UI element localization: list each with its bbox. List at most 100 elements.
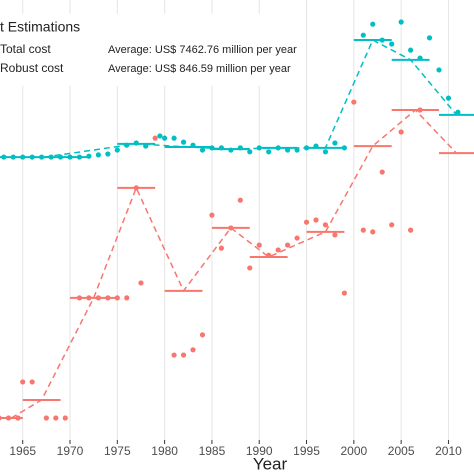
point <box>379 37 385 43</box>
point <box>86 153 92 159</box>
point <box>62 415 68 421</box>
point <box>408 47 414 53</box>
point <box>218 145 224 151</box>
point <box>455 109 461 115</box>
point <box>76 295 83 301</box>
point <box>341 290 347 296</box>
point <box>15 415 21 421</box>
point <box>209 212 215 218</box>
point <box>199 147 206 153</box>
x-tick-label: 2000 <box>340 444 367 458</box>
point <box>360 32 366 38</box>
point <box>228 147 234 153</box>
point <box>237 197 243 203</box>
point <box>138 280 144 286</box>
point <box>303 219 310 225</box>
point <box>322 222 329 228</box>
point <box>180 139 187 145</box>
marks <box>0 19 474 421</box>
x-tick-label: 1975 <box>104 444 131 458</box>
point <box>20 154 26 160</box>
point <box>322 149 329 155</box>
point <box>95 295 101 301</box>
point <box>162 135 168 141</box>
point <box>417 107 423 113</box>
x-tick-label: 2010 <box>435 444 462 458</box>
point <box>285 147 291 153</box>
point <box>275 145 281 151</box>
point <box>133 140 139 146</box>
point <box>398 129 404 135</box>
point <box>275 247 281 253</box>
point <box>29 379 35 385</box>
point <box>124 295 130 301</box>
legend-box <box>0 14 300 86</box>
point <box>124 142 130 148</box>
point <box>10 154 16 160</box>
point <box>95 152 101 158</box>
point <box>285 242 291 248</box>
point <box>389 41 395 47</box>
point <box>199 332 206 338</box>
legend-label: Total cost <box>0 42 51 56</box>
point <box>389 222 395 228</box>
point <box>114 295 120 301</box>
point <box>247 265 253 271</box>
point <box>313 143 319 149</box>
point <box>332 140 338 146</box>
point <box>360 227 366 233</box>
point <box>5 415 12 421</box>
point <box>303 145 310 151</box>
point <box>237 145 243 151</box>
point <box>266 252 272 258</box>
legend-label: Robust cost <box>0 61 64 75</box>
point <box>256 145 262 151</box>
legend-title: t Estimations <box>0 19 80 35</box>
point <box>313 217 319 223</box>
point <box>370 229 376 235</box>
point <box>180 352 187 358</box>
point <box>417 55 423 61</box>
x-tick-label: 1980 <box>151 444 178 458</box>
annotation: Average: US$ 846.59 million per year <box>108 63 291 75</box>
point <box>379 169 385 175</box>
annotation: Average: US$ 7462.76 million per year <box>108 44 297 56</box>
point <box>57 154 64 160</box>
point <box>398 19 404 25</box>
point <box>152 135 158 141</box>
point <box>39 154 45 160</box>
point <box>76 154 83 160</box>
point <box>332 232 338 238</box>
point <box>43 415 49 421</box>
point <box>341 145 347 151</box>
point <box>143 143 149 149</box>
point <box>218 245 224 251</box>
point <box>266 149 272 155</box>
point <box>294 147 300 153</box>
point <box>0 415 2 421</box>
x-tick-label: 1990 <box>246 444 273 458</box>
point <box>247 149 253 155</box>
point <box>86 295 92 301</box>
average-trend <box>10 108 458 419</box>
point <box>133 185 139 191</box>
point <box>426 35 433 41</box>
point <box>29 154 35 160</box>
point <box>157 133 163 139</box>
point <box>190 347 196 353</box>
x-axis-label: Year <box>253 454 288 473</box>
point <box>294 235 300 241</box>
point <box>67 154 73 160</box>
point <box>105 151 111 157</box>
point <box>48 154 54 160</box>
point <box>370 21 376 27</box>
x-tick-label: 1965 <box>9 444 36 458</box>
point <box>171 135 177 141</box>
point <box>190 142 196 148</box>
point <box>436 67 442 73</box>
x-tick-label: 2005 <box>388 444 415 458</box>
x-tick-label: 1970 <box>57 444 84 458</box>
point <box>1 154 7 160</box>
point <box>351 99 357 105</box>
